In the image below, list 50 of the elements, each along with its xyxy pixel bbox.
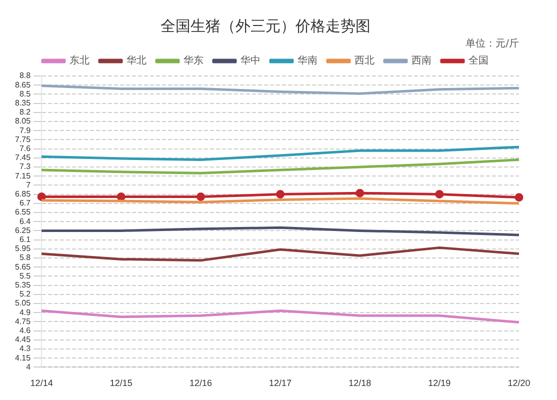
- y-tick-label: 4.15: [14, 353, 32, 362]
- y-tick-label: 4.45: [14, 335, 32, 344]
- y-tick-label: 4.75: [14, 316, 32, 326]
- y-tick-label: 5.35: [14, 280, 32, 290]
- y-tick-label: 8.35: [14, 98, 32, 108]
- y-tick-label: 7.3: [19, 162, 32, 172]
- legend-label: 华东: [184, 54, 204, 67]
- y-tick-label: 5.65: [14, 262, 32, 272]
- text: 单位：元/斤: [466, 38, 519, 50]
- legend-label: 西南: [412, 54, 432, 67]
- y-tick-label: 6.7: [19, 198, 32, 208]
- x-tick-label: 12/16: [189, 378, 212, 388]
- y-tick-label: 5.5: [19, 271, 32, 280]
- legend-label: 东北: [70, 54, 90, 67]
- y-tick-label: 6.25: [14, 226, 32, 235]
- y-tick-label: 7.6: [19, 144, 32, 154]
- legend-label: 华南: [298, 54, 318, 67]
- y-tick-label: 6.85: [14, 190, 32, 199]
- x-tick-label: 12/19: [428, 378, 451, 388]
- chart-title: 全国生猪（外三元）价格走势图: [160, 16, 370, 35]
- legend-label: 华北: [126, 54, 146, 67]
- y-tick-label: 8.8: [19, 71, 32, 80]
- x-tick-label: 12/15: [110, 378, 132, 388]
- y-tick-label: 8.5: [19, 89, 32, 98]
- y-tick-label: 8.65: [14, 80, 32, 90]
- x-tick-label: 12/17: [269, 378, 292, 388]
- x-tick-label: 12/14: [30, 378, 53, 388]
- y-tick-label: 8.2: [19, 108, 32, 117]
- y-tick-label: 6.4: [19, 216, 32, 226]
- y-tick-label: 8.05: [14, 116, 32, 126]
- x-tick-label: 12/18: [348, 378, 372, 388]
- legend-label: 全国: [468, 54, 488, 67]
- y-tick-label: 5.05: [14, 298, 32, 308]
- y-tick-label: 7.45: [14, 153, 32, 162]
- y-tick-label: 7.75: [14, 134, 32, 144]
- y-tick-label: 7.15: [14, 171, 32, 180]
- y-tick-label: 5.8: [19, 253, 32, 262]
- legend-label: 华中: [240, 54, 260, 67]
- legend-label: 西北: [354, 54, 374, 67]
- y-tick-label: 7.9: [19, 126, 32, 135]
- y-tick-label: 4.3: [19, 344, 32, 354]
- y-tick-label: 4: [26, 362, 32, 372]
- y-tick-label: 4.9: [19, 308, 32, 317]
- y-tick-label: 5.95: [14, 244, 32, 254]
- y-tick-label: 4.6: [19, 326, 32, 336]
- y-tick-label: 6.55: [14, 208, 32, 217]
- y-tick-label: 7: [26, 180, 32, 190]
- y-tick-label: 6.1: [19, 235, 32, 244]
- x-tick-label: 12/20: [508, 378, 530, 388]
- y-tick-label: 5.2: [19, 290, 32, 299]
